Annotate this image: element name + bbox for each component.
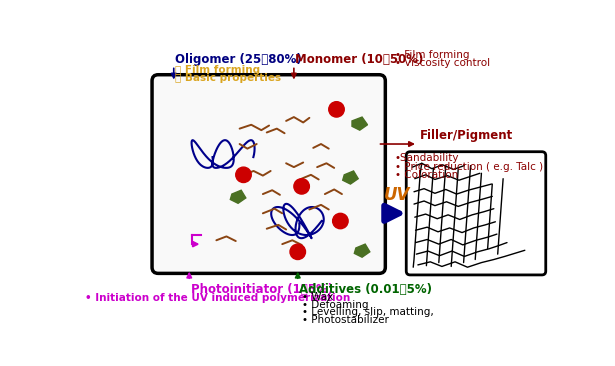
Text: • Photostabilizer: • Photostabilizer bbox=[301, 315, 389, 325]
Text: • Viscosity control: • Viscosity control bbox=[395, 58, 490, 68]
Polygon shape bbox=[231, 190, 246, 203]
Circle shape bbox=[290, 244, 306, 259]
Polygon shape bbox=[343, 171, 358, 184]
FancyBboxPatch shape bbox=[152, 75, 386, 273]
Circle shape bbox=[333, 213, 348, 229]
Text: • Defoaming: • Defoaming bbox=[301, 299, 368, 310]
Text: ・ Film forming: ・ Film forming bbox=[175, 66, 260, 75]
Text: Additives (0.01～5%): Additives (0.01～5%) bbox=[300, 283, 432, 296]
Text: UV: UV bbox=[384, 186, 410, 204]
Text: • Wax: • Wax bbox=[301, 292, 333, 302]
Text: Oligomer (25～80%): Oligomer (25～80%) bbox=[175, 53, 302, 66]
Polygon shape bbox=[352, 117, 368, 130]
Text: • Initiation of the UV induced polymerization: • Initiation of the UV induced polymeriz… bbox=[85, 293, 350, 303]
Text: • Coloration: • Coloration bbox=[395, 170, 458, 180]
Text: •Sandability: •Sandability bbox=[395, 153, 459, 163]
Text: • Levelling, slip, matting,: • Levelling, slip, matting, bbox=[301, 307, 434, 317]
Circle shape bbox=[329, 102, 344, 117]
Circle shape bbox=[294, 179, 309, 194]
FancyBboxPatch shape bbox=[407, 152, 546, 275]
Text: Photoinitiator (1～5%): Photoinitiator (1～5%) bbox=[191, 283, 333, 296]
Text: Monomer (10～50%): Monomer (10～50%) bbox=[295, 53, 424, 66]
Text: • Film forming: • Film forming bbox=[395, 50, 469, 60]
Text: ・ Basic properties: ・ Basic properties bbox=[175, 73, 282, 83]
Circle shape bbox=[236, 167, 252, 183]
Polygon shape bbox=[354, 244, 370, 257]
Text: Filler/Pigment: Filler/Pigment bbox=[419, 129, 513, 142]
Text: • Price reduction ( e.g. Talc ): • Price reduction ( e.g. Talc ) bbox=[395, 162, 543, 172]
